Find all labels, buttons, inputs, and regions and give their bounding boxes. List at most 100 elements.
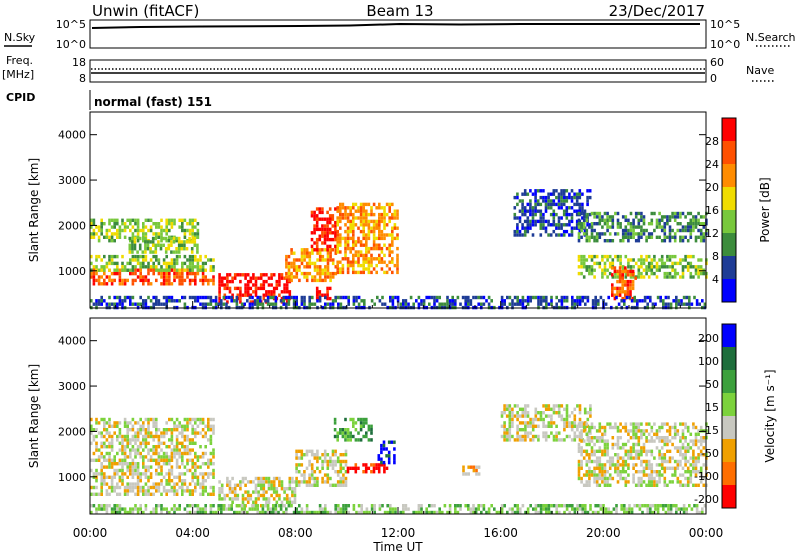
power-cell	[178, 271, 181, 276]
velocity-cell	[563, 407, 566, 411]
velocity-cell	[136, 482, 140, 486]
power-cell	[129, 261, 132, 266]
power-cell	[660, 261, 664, 266]
velocity-cell	[118, 479, 122, 483]
power-cell	[378, 243, 381, 247]
power-cell	[378, 219, 381, 224]
velocity-cell	[380, 443, 383, 448]
velocity-cell	[100, 485, 103, 490]
power-cell	[141, 250, 145, 254]
velocity-cell	[270, 483, 273, 487]
power-cell	[194, 295, 197, 300]
power-cell	[110, 282, 114, 286]
velocity-cell	[303, 480, 306, 484]
power-cell	[204, 295, 207, 300]
power-cell	[686, 261, 690, 266]
power-cell	[352, 219, 355, 224]
power-cell	[663, 215, 667, 219]
power-cell	[620, 299, 623, 303]
velocity-cell	[570, 424, 574, 428]
velocity-cell	[267, 483, 271, 487]
velocity-cell	[139, 479, 142, 483]
power-cell	[280, 290, 284, 294]
velocity-cell	[588, 466, 591, 470]
velocity-cell	[516, 438, 519, 442]
power-cell	[349, 263, 352, 268]
power-cell	[313, 241, 316, 245]
power-cell	[516, 195, 519, 200]
power-cell	[568, 206, 571, 210]
velocity-cell	[178, 472, 181, 476]
power-cell	[593, 268, 596, 272]
power-cell	[328, 237, 332, 242]
velocity-cell	[346, 431, 350, 435]
power-cell	[100, 268, 103, 272]
power-cell	[331, 261, 335, 266]
power-cell	[618, 286, 622, 291]
power-cell	[603, 261, 607, 266]
power-cell	[225, 295, 228, 300]
velocity-cell	[505, 404, 509, 408]
power-cell	[618, 293, 622, 297]
velocity-cell	[259, 510, 262, 515]
velocity-cell	[275, 487, 279, 491]
power-cell	[602, 299, 605, 303]
velocity-cell	[616, 459, 620, 464]
velocity-cell	[201, 462, 205, 466]
power-cell	[689, 228, 693, 233]
velocity-cell	[126, 441, 129, 445]
power-cell	[131, 254, 135, 259]
power-cell	[676, 222, 680, 226]
velocity-cell	[560, 404, 564, 408]
power-cell	[204, 278, 207, 283]
power-y-tick-label: 3000	[58, 174, 86, 187]
power-cell	[550, 295, 553, 300]
velocity-cell	[201, 434, 205, 439]
power-cell	[658, 258, 661, 262]
power-cell	[196, 243, 199, 247]
power-cell	[116, 218, 119, 222]
power-cell	[118, 271, 122, 276]
velocity-cell	[695, 507, 699, 511]
velocity-cell	[692, 425, 695, 430]
velocity-cell	[616, 436, 620, 440]
power-cell	[97, 235, 101, 239]
velocity-colorbar-frame	[721, 323, 737, 509]
velocity-cell	[359, 438, 363, 442]
velocity-cell	[511, 414, 514, 418]
velocity-cell	[580, 463, 583, 467]
velocity-colorbar-tick-label: 15	[705, 401, 719, 414]
power-cell	[323, 237, 327, 242]
power-cell	[513, 302, 517, 306]
power-cell	[503, 299, 506, 303]
power-cell	[643, 295, 647, 300]
velocity-cell	[103, 428, 106, 432]
velocity-cell	[165, 489, 168, 493]
power-cell	[585, 268, 589, 272]
velocity-cell	[305, 453, 309, 457]
velocity-cell	[272, 507, 275, 511]
power-cell	[582, 258, 586, 262]
velocity-cell	[157, 458, 161, 462]
velocity-cell	[266, 510, 270, 515]
power-cell	[590, 254, 594, 259]
velocity-cell	[642, 429, 646, 433]
power-cell	[606, 254, 609, 259]
power-cell	[173, 218, 176, 222]
velocity-cell	[640, 476, 643, 481]
velocity-cell	[547, 421, 551, 425]
power-cell	[536, 219, 540, 224]
velocity-cell	[274, 504, 278, 508]
power-cell	[604, 302, 608, 306]
power-cell	[534, 206, 537, 210]
power-cell	[346, 216, 350, 220]
power-cell	[415, 299, 418, 303]
velocity-cell	[175, 438, 179, 442]
power-cell	[616, 275, 620, 279]
velocity-cell	[655, 463, 659, 467]
power-cell	[165, 239, 168, 243]
power-cell	[249, 286, 253, 291]
power-cell	[399, 302, 402, 306]
velocity-cell	[313, 510, 317, 515]
power-cell	[624, 235, 628, 239]
